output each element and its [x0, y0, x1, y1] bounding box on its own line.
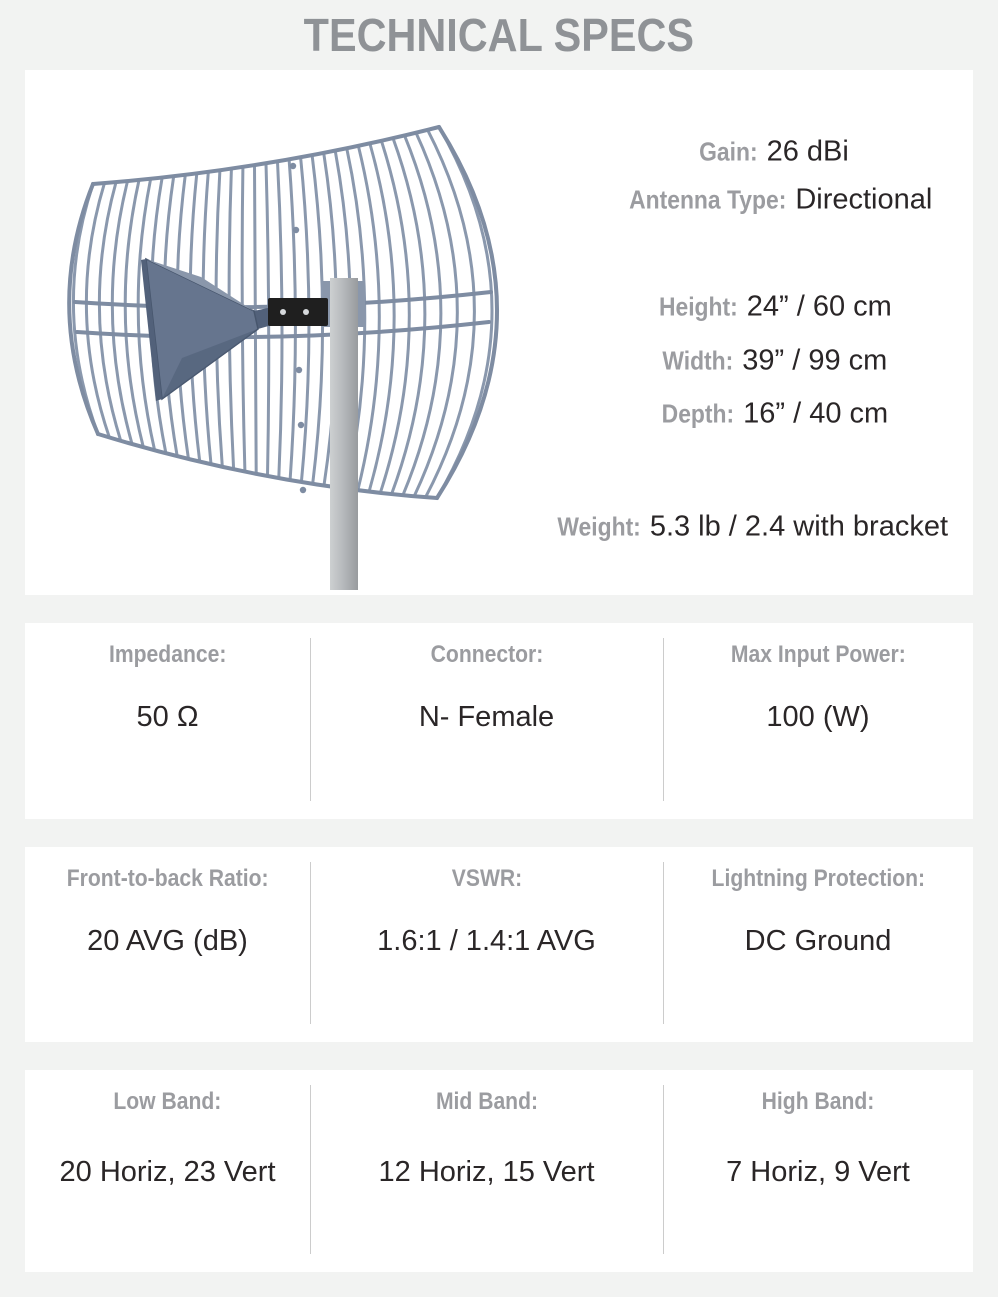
spec-cell-high-band: High Band: 7 Horiz, 9 Vert: [663, 1070, 973, 1272]
spec-cell-value: 1.6:1 / 1.4:1 AVG: [377, 925, 596, 957]
spec-cell-value: DC Ground: [744, 925, 892, 957]
hero-spec-label: Weight:: [557, 511, 641, 542]
hero-spec-value: 24” / 60 cm: [746, 290, 892, 323]
spec-cell-label: Lightning Protection:: [711, 865, 925, 892]
hero-spec-line-width: Width: 39” / 99 cm: [653, 344, 888, 378]
hero-spec-label: Width:: [662, 345, 734, 376]
spec-cell-label: Front-to-back Ratio:: [66, 865, 269, 892]
spec-cell-value: 100 (W): [766, 701, 870, 733]
spec-cell-value: N- Female: [418, 701, 555, 733]
column-divider: [663, 862, 664, 1024]
page-title: TECHNICAL SPECS: [303, 9, 695, 61]
hero-spec-line-gain: Gain: 26 dBi: [691, 136, 849, 169]
hero-spec-label: Depth:: [661, 398, 735, 429]
spec-cell-front-to-back: Front-to-back Ratio: 20 AVG (dB): [25, 847, 310, 1042]
hero-spec-line-depth: Depth: 16” / 40 cm: [652, 397, 889, 431]
spec-cell-max-input-power: Max Input Power: 100 (W): [663, 623, 973, 819]
spec-cell-connector: Connector: N- Female: [310, 623, 663, 819]
spec-cell-label: Low Band:: [113, 1088, 222, 1115]
spec-cell-value: 20 AVG (dB): [87, 925, 248, 957]
column-divider: [310, 638, 311, 801]
spec-cell-lightning-protection: Lightning Protection: DC Ground: [663, 847, 973, 1042]
hero-spec-label: Gain:: [699, 136, 758, 167]
hero-spec-value: 5.3 lb / 2.4 with bracket: [649, 510, 949, 543]
hero-spec-line-height: Height: 24” / 60 cm: [648, 291, 892, 324]
spec-row-performance: Front-to-back Ratio: 20 AVG (dB) VSWR: 1…: [25, 847, 973, 1042]
spec-cell-label: High Band:: [761, 1088, 875, 1115]
hero-spec-line-weight: Weight: 5.3 lb / 2.4 with bracket: [546, 511, 948, 544]
spec-cell-value: 20 Horiz, 23 Vert: [59, 1156, 276, 1188]
hero-spec-value: 16” / 40 cm: [743, 397, 889, 430]
spec-cell-label: Impedance:: [108, 641, 227, 668]
hero-spec-value: 39” / 99 cm: [742, 344, 888, 377]
column-divider: [663, 1085, 664, 1254]
spec-cell-value: 12 Horiz, 15 Vert: [378, 1156, 595, 1188]
spec-cell-label: VSWR:: [451, 865, 522, 892]
spec-cell-impedance: Impedance: 50 Ω: [25, 623, 310, 819]
spec-cell-label: Mid Band:: [435, 1088, 538, 1115]
hero-spec-label: Height:: [658, 291, 738, 322]
title-band: TECHNICAL SPECS: [0, 0, 998, 70]
hero-spec-value: 26 dBi: [766, 135, 849, 168]
hero-spec-value: Directional: [795, 183, 933, 216]
hero-spec-line-antenna-type: Antenna Type: Directional: [608, 183, 933, 217]
spec-row-beamwidth: Low Band: 20 Horiz, 23 Vert Mid Band: 12…: [25, 1070, 973, 1272]
column-divider: [310, 1085, 311, 1254]
hero-spec-label: Antenna Type:: [629, 184, 787, 215]
spec-cell-label: Max Input Power:: [730, 641, 906, 668]
spec-cell-value: 7 Horiz, 9 Vert: [726, 1156, 910, 1188]
antenna-photo: [25, 70, 973, 595]
spec-cell-value: 50 Ω: [136, 701, 199, 733]
hero-panel: Gain: 26 dBi Antenna Type: Directional H…: [25, 70, 973, 595]
spec-cell-low-band: Low Band: 20 Horiz, 23 Vert: [25, 1070, 310, 1272]
spec-row-electrical: Impedance: 50 Ω Connector: N- Female Max…: [25, 623, 973, 819]
spec-cell-label: Connector:: [430, 641, 543, 668]
column-divider: [310, 862, 311, 1024]
spec-cell-vswr: VSWR: 1.6:1 / 1.4:1 AVG: [310, 847, 663, 1042]
spec-cell-mid-band: Mid Band: 12 Horiz, 15 Vert: [310, 1070, 663, 1272]
column-divider: [663, 638, 664, 801]
